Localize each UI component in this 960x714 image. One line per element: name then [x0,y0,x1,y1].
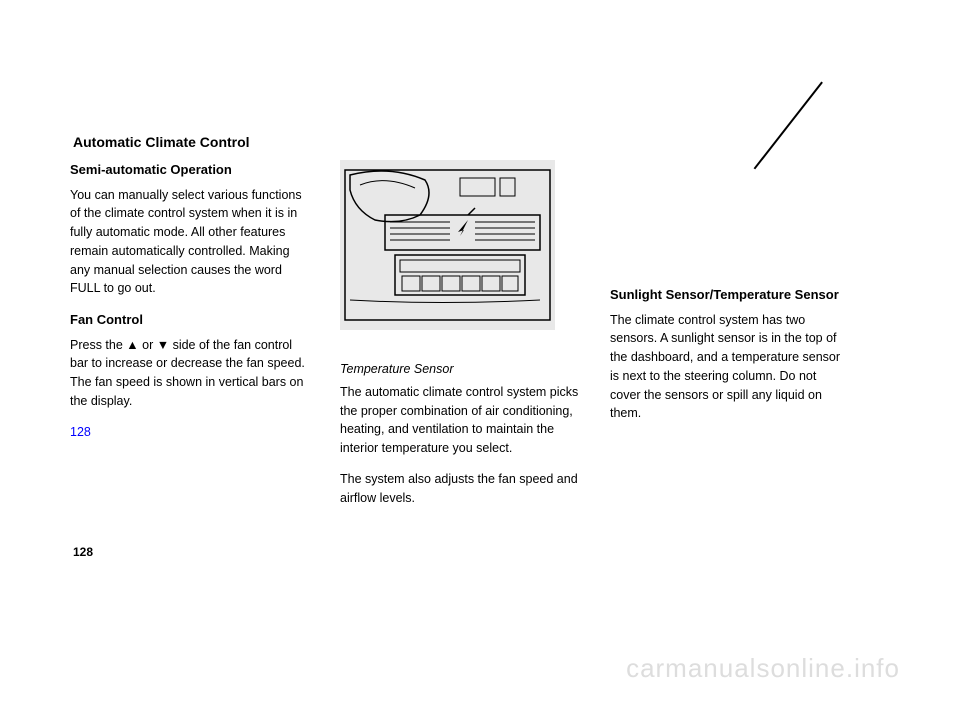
page-link[interactable]: 128 [70,425,91,439]
semi-auto-title: Semi-automatic Operation [70,160,310,180]
page-container: Automatic Climate Control Semi-automatic… [0,0,960,714]
spacer [610,160,850,285]
column-2: Temperature Sensor The automatic climate… [340,160,580,519]
fan-down-icon: ▼ [157,338,169,352]
column-3: Sunlight Sensor/Temperature Sensor The c… [610,160,850,519]
fan-control-para: Press the ▲ or ▼ side of the fan control… [70,336,310,411]
dashboard-svg [340,160,555,330]
diagonal-divider [754,82,823,169]
semi-auto-para: You can manually select various function… [70,186,310,299]
column-1: Semi-automatic Operation You can manuall… [70,160,310,519]
watermark: carmanualsonline.info [626,653,900,684]
temp-sensor-label: Temperature Sensor [340,360,580,379]
fan-text-2: or [139,338,157,352]
page-number: 128 [73,545,93,559]
col2-para2: The system also adjusts the fan speed an… [340,470,580,508]
fan-control-title: Fan Control [70,310,310,330]
dashboard-illustration [340,160,555,330]
section-header: Automatic Climate Control [73,134,250,150]
content-area: Semi-automatic Operation You can manuall… [70,125,890,519]
col2-para1: The automatic climate control system pic… [340,383,580,458]
fan-up-icon: ▲ [126,338,138,352]
col3-para1: The climate control system has two senso… [610,311,850,424]
fan-text-1: Press the [70,338,126,352]
sunlight-sensor-title: Sunlight Sensor/Temperature Sensor [610,285,850,305]
